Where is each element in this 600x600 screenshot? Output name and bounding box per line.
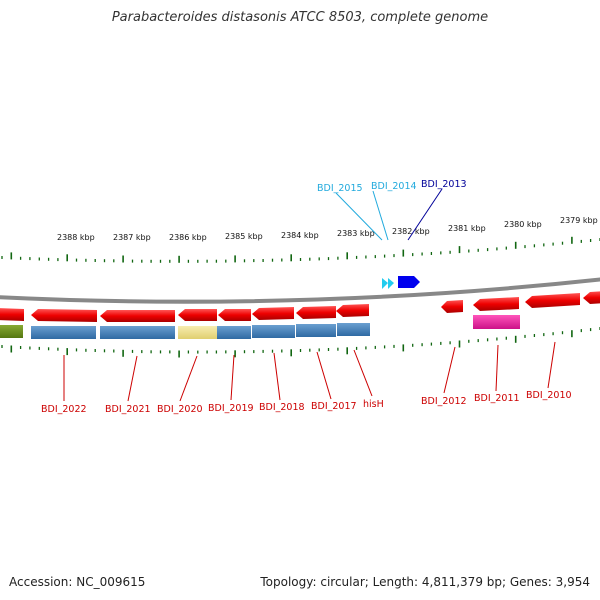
label-bdi-2012[interactable]: BDI_2012 <box>421 396 467 407</box>
scale-label-2385: 2385 kbp <box>225 232 263 241</box>
leader-bdi-2019 <box>230 354 235 401</box>
genome-backbone <box>0 277 600 304</box>
gene-bdi-2012[interactable] <box>441 300 463 313</box>
gene-bdi-2019[interactable] <box>218 309 251 321</box>
scale-labels: 2388 kbp 2387 kbp 2386 kbp 2385 kbp 2384… <box>57 216 598 242</box>
label-bdi-2010[interactable]: BDI_2010 <box>526 390 572 401</box>
label-bdi-2013[interactable]: BDI_2013 <box>421 179 467 190</box>
accession-text: Accession: NC_009615 <box>9 575 146 589</box>
leader-bdi-2015 <box>335 192 383 241</box>
track-segment-blue <box>217 326 251 339</box>
leader-bdi-2018 <box>273 352 281 401</box>
gene-bdi-2022[interactable] <box>31 309 97 322</box>
scale-label-2383: 2383 kbp <box>337 229 375 238</box>
gene-bdi-2014[interactable] <box>388 278 394 289</box>
gene-bdi-2020[interactable] <box>178 309 217 321</box>
top-leader-lines <box>335 188 443 241</box>
scale-label-2381: 2381 kbp <box>448 224 486 233</box>
gene-bdi-2017[interactable] <box>296 306 336 319</box>
label-bdi-2014[interactable]: BDI_2014 <box>371 181 417 192</box>
gene-bdi-2010[interactable] <box>525 293 580 308</box>
scale-label-2379: 2379 kbp <box>560 216 598 225</box>
leader-bdi-2014 <box>372 190 389 241</box>
label-bdi-2022[interactable]: BDI_2022 <box>41 404 87 415</box>
gene-bdi-2009-edge[interactable] <box>583 291 600 304</box>
scale-label-2382: 2382 kbp <box>392 227 430 236</box>
top-scale-ticks <box>1 236 600 263</box>
track-segment-blue <box>337 323 370 336</box>
scale-label-2380: 2380 kbp <box>504 220 542 229</box>
track-segment-blue <box>100 326 175 339</box>
gene-bdi-2011[interactable] <box>473 297 519 311</box>
label-bdi-2019[interactable]: BDI_2019 <box>208 403 254 414</box>
leader-bdi-2020 <box>179 355 198 402</box>
gene-leader-lines <box>63 341 556 402</box>
label-bdi-2021[interactable]: BDI_2021 <box>105 404 151 415</box>
scale-label-2384: 2384 kbp <box>281 231 319 240</box>
track-segment-yellow <box>178 326 217 339</box>
bottom-scale-ticks <box>1 327 600 358</box>
gene-bdi-2021[interactable] <box>100 310 175 322</box>
label-bdi-2011[interactable]: BDI_2011 <box>474 393 520 404</box>
scale-label-2386: 2386 kbp <box>169 233 207 242</box>
label-bdi-2015[interactable]: BDI_2015 <box>317 183 363 194</box>
genome-summary-text: Topology: circular; Length: 4,811,379 bp… <box>260 575 590 589</box>
track-segment-green <box>0 325 23 338</box>
gene-bdi-2013[interactable] <box>398 276 420 288</box>
label-bdi-2020[interactable]: BDI_2020 <box>157 404 203 415</box>
track-segment-blue <box>296 324 336 337</box>
gene-bdi-2018[interactable] <box>252 307 294 320</box>
label-bdi-2017[interactable]: BDI_2017 <box>311 401 357 412</box>
leader-bdi-2010 <box>547 341 556 389</box>
leader-bdi-2011 <box>495 344 499 392</box>
label-hish[interactable]: hisH <box>363 399 384 410</box>
scale-label-2387: 2387 kbp <box>113 233 151 242</box>
track-segment-blue <box>252 325 295 338</box>
label-bdi-2018[interactable]: BDI_2018 <box>259 402 305 413</box>
feature-track <box>0 315 520 339</box>
leader-bdi-2013 <box>407 188 443 241</box>
top-strand-genes <box>382 276 420 289</box>
gene-hish[interactable] <box>336 304 369 317</box>
scale-label-2388: 2388 kbp <box>57 233 95 242</box>
map-title: Parabacteroides distasonis ATCC 8503, co… <box>111 10 489 25</box>
bottom-strand-genes <box>0 291 600 322</box>
leader-bdi-2021 <box>127 355 138 402</box>
gene-bdi-2022-edge[interactable] <box>0 308 24 321</box>
leader-hish <box>353 349 373 397</box>
leader-bdi-2017 <box>316 351 332 400</box>
gene-bdi-2015[interactable] <box>382 278 388 289</box>
track-segment-magenta <box>473 315 520 329</box>
track-segment-blue <box>31 326 96 339</box>
leader-bdi-2012 <box>443 346 456 394</box>
